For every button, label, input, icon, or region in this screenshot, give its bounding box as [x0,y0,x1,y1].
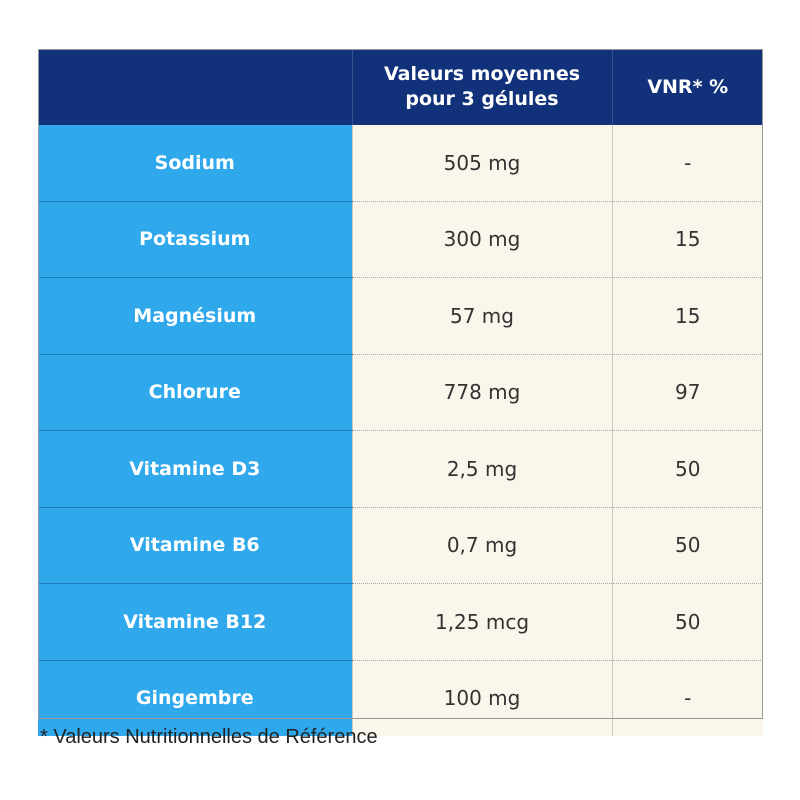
nutrient-value: 2,5 mg [351,430,612,508]
nutrient-value: 300 mg [351,201,612,278]
nutrient-name: Sodium [38,125,352,202]
table-row: Magnésium 57 mg 15 [38,277,763,355]
nutrient-vnr: 50 [611,430,763,508]
header-values-line1: Valeurs moyennes [383,63,581,85]
table-row: Vitamine B6 0,7 mg 50 [38,507,763,584]
nutrient-value: 0,7 mg [351,507,612,584]
nutrient-vnr: 15 [611,201,763,278]
nutrient-value: 778 mg [351,354,612,431]
nutrient-name: Vitamine B12 [38,583,352,661]
table-row: Chlorure 778 mg 97 [38,354,763,431]
header-values-line2: pour 3 gélules [405,88,559,110]
nutrient-name: Magnésium [38,277,352,355]
nutrient-name: Vitamine D3 [38,430,352,508]
nutrient-vnr: - [611,660,763,736]
nutrition-table: Valeurs moyennes pour 3 gélules VNR* % So… [38,49,763,736]
table-row: Potassium 300 mg 15 [38,201,763,278]
nutrient-vnr: 97 [611,354,763,431]
footnote: * Valeurs Nutritionnelles de Référence [40,726,378,748]
nutrient-name: Vitamine B6 [38,507,352,584]
nutrient-vnr: - [611,125,763,202]
nutrient-name: Chlorure [38,354,352,431]
nutrient-value: 100 mg [351,660,612,736]
nutrient-vnr: 50 [611,583,763,661]
header-values: Valeurs moyennes pour 3 gélules [352,49,613,125]
table-row: Vitamine D3 2,5 mg 50 [38,430,763,508]
nutrient-value: 57 mg [351,277,612,355]
table-row: Vitamine B12 1,25 mcg 50 [38,583,763,661]
header-empty [38,49,353,125]
nutrient-vnr: 50 [611,507,763,584]
nutrient-name: Potassium [38,201,352,278]
table-row: Gingembre 100 mg - [38,660,763,736]
nutrient-value: 1,25 mcg [351,583,612,661]
header-vnr: VNR* % [612,49,763,125]
table-header-row: Valeurs moyennes pour 3 gélules VNR* % [38,49,763,125]
table-row: Sodium 505 mg - [38,125,763,202]
nutrient-name: Gingembre [38,660,352,736]
nutrient-vnr: 15 [611,277,763,355]
nutrient-value: 505 mg [351,125,612,202]
